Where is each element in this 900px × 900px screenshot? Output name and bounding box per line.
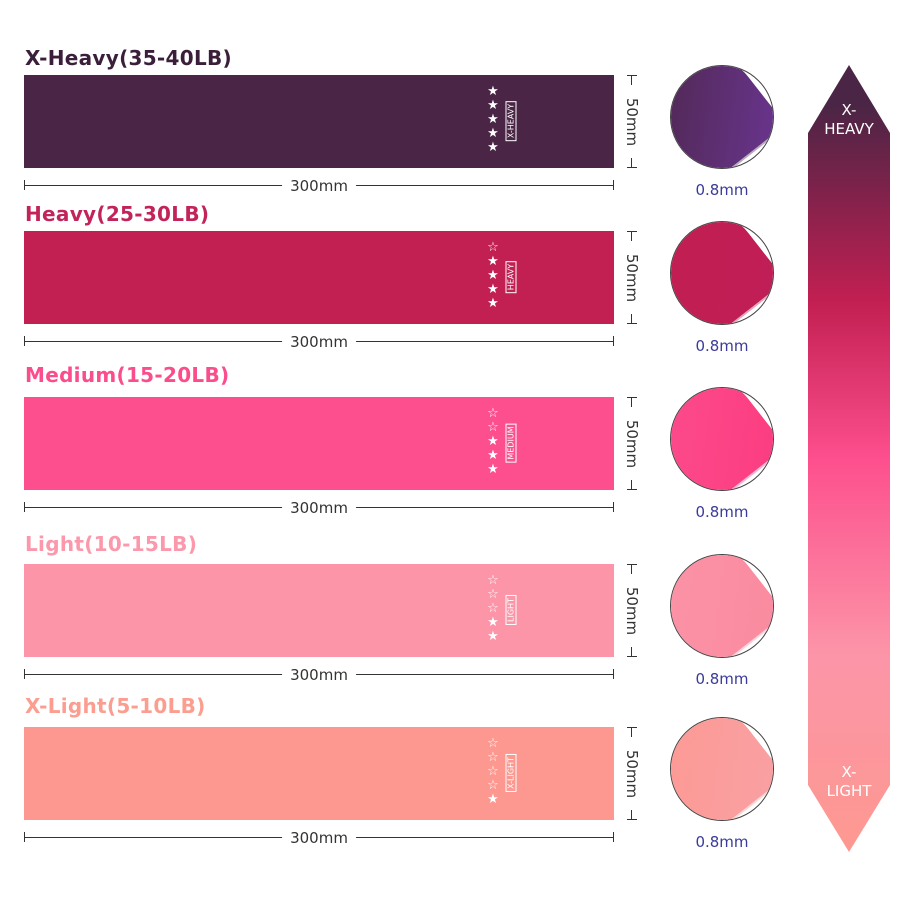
band-tag: ★ ★ ★ ☆ ☆ MEDIUM <box>486 407 526 479</box>
band-title: X-Light(5-10LB) <box>25 694 206 718</box>
star-filled-icon: ★ <box>487 448 499 463</box>
star-filled-icon: ★ <box>487 268 499 283</box>
height-dimension: 50mm <box>623 727 641 820</box>
star-rating: ★ ★ ★ ☆ ☆ <box>486 407 500 477</box>
height-dimension: 50mm <box>623 564 641 657</box>
star-outline-icon: ☆ <box>487 573 499 588</box>
height-dimension: 50mm <box>623 397 641 490</box>
band-title: Medium(15-20LB) <box>25 363 230 387</box>
star-filled-icon: ★ <box>487 112 499 127</box>
width-label: 300mm <box>282 829 356 847</box>
star-outline-icon: ☆ <box>487 764 499 779</box>
arrow-top-label: X- HEAVY <box>824 101 874 138</box>
star-outline-icon: ☆ <box>487 601 499 616</box>
height-label: 50mm <box>623 749 641 798</box>
band-tag: ★ ★ ☆ ☆ ☆ LIGHT <box>486 574 526 646</box>
star-filled-icon: ★ <box>487 462 499 477</box>
arrow-bottom-label: X- LIGHT <box>826 763 872 800</box>
resistance-band: ★ ☆ ☆ ☆ ☆ X-LIGHT <box>24 727 614 820</box>
resistance-band: ★ ★ ☆ ☆ ☆ LIGHT <box>24 564 614 657</box>
star-outline-icon: ☆ <box>487 750 499 765</box>
width-label: 300mm <box>282 499 356 517</box>
width-dimension: 300mm <box>24 829 614 847</box>
resistance-band: ★ ★ ★ ★ ★ X-HEAVY <box>24 75 614 168</box>
band-title: Heavy(25-30LB) <box>25 202 210 226</box>
star-filled-icon: ★ <box>487 792 499 807</box>
thickness-detail-image <box>670 387 774 491</box>
width-dimension: 300mm <box>24 666 614 684</box>
width-label: 300mm <box>282 333 356 351</box>
band-level-label: LIGHT <box>505 595 517 625</box>
band-title: Light(10-15LB) <box>25 532 198 556</box>
star-filled-icon: ★ <box>487 84 499 99</box>
star-outline-icon: ☆ <box>487 778 499 793</box>
star-outline-icon: ☆ <box>487 420 499 435</box>
band-level-label: MEDIUM <box>505 423 517 463</box>
thickness-detail-image <box>670 717 774 821</box>
star-filled-icon: ★ <box>487 98 499 113</box>
height-label: 50mm <box>623 253 641 302</box>
width-dimension: 300mm <box>24 333 614 351</box>
star-filled-icon: ★ <box>487 126 499 141</box>
star-outline-icon: ☆ <box>487 587 499 602</box>
thickness-label: 0.8mm <box>695 337 749 355</box>
star-outline-icon: ☆ <box>487 240 499 255</box>
band-tag: ★ ★ ★ ★ ☆ HEAVY <box>486 241 526 313</box>
thickness-label: 0.8mm <box>695 503 749 521</box>
star-filled-icon: ★ <box>487 629 499 644</box>
thickness-label: 0.8mm <box>695 833 749 851</box>
star-filled-icon: ★ <box>487 434 499 449</box>
height-dimension: 50mm <box>623 231 641 324</box>
star-filled-icon: ★ <box>487 282 499 297</box>
star-filled-icon: ★ <box>487 140 499 155</box>
thickness-detail-image <box>670 65 774 169</box>
width-label: 300mm <box>282 177 356 195</box>
band-level-label: X-HEAVY <box>505 100 517 142</box>
height-label: 50mm <box>623 419 641 468</box>
star-rating: ★ ★ ★ ★ ☆ <box>486 241 500 311</box>
width-dimension: 300mm <box>24 177 614 195</box>
star-outline-icon: ☆ <box>487 406 499 421</box>
band-tag: ★ ☆ ☆ ☆ ☆ X-LIGHT <box>486 737 526 809</box>
star-rating: ★ ☆ ☆ ☆ ☆ <box>486 737 500 807</box>
width-dimension: 300mm <box>24 499 614 517</box>
resistance-band: ★ ★ ★ ★ ☆ HEAVY <box>24 231 614 324</box>
band-tag: ★ ★ ★ ★ ★ X-HEAVY <box>486 85 526 157</box>
resistance-band: ★ ★ ★ ☆ ☆ MEDIUM <box>24 397 614 490</box>
resistance-scale-arrow: X- HEAVY X- LIGHT <box>808 65 890 852</box>
height-label: 50mm <box>623 586 641 635</box>
star-outline-icon: ☆ <box>487 736 499 751</box>
band-title: X-Heavy(35-40LB) <box>25 46 232 70</box>
width-label: 300mm <box>282 666 356 684</box>
thickness-label: 0.8mm <box>695 181 749 199</box>
thickness-detail-image <box>670 221 774 325</box>
band-level-label: HEAVY <box>505 260 517 294</box>
thickness-detail-image <box>670 554 774 658</box>
star-rating: ★ ★ ☆ ☆ ☆ <box>486 574 500 644</box>
star-filled-icon: ★ <box>487 615 499 630</box>
star-filled-icon: ★ <box>487 296 499 311</box>
thickness-label: 0.8mm <box>695 670 749 688</box>
height-label: 50mm <box>623 97 641 146</box>
height-dimension: 50mm <box>623 75 641 168</box>
star-filled-icon: ★ <box>487 254 499 269</box>
band-level-label: X-LIGHT <box>505 754 517 792</box>
star-rating: ★ ★ ★ ★ ★ <box>486 85 500 155</box>
